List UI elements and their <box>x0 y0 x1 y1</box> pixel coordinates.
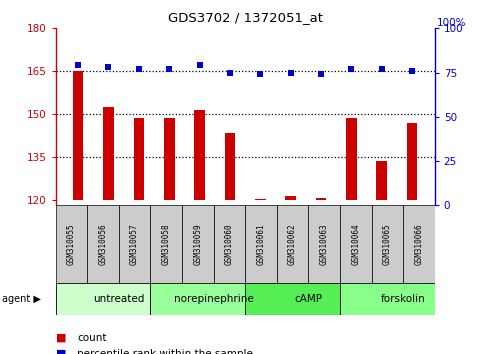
Text: norepinephrine: norepinephrine <box>174 294 254 304</box>
Bar <box>340 205 371 283</box>
Text: ■: ■ <box>56 349 66 354</box>
Bar <box>150 205 182 283</box>
Text: GSM310066: GSM310066 <box>414 223 424 265</box>
Point <box>378 66 385 72</box>
Text: agent ▶: agent ▶ <box>2 294 41 304</box>
Point <box>256 72 264 77</box>
Text: GSM310062: GSM310062 <box>288 223 297 265</box>
Bar <box>194 110 205 200</box>
Text: count: count <box>77 333 107 343</box>
Point <box>348 66 355 72</box>
Bar <box>277 205 308 283</box>
Bar <box>164 118 174 200</box>
Text: GSM310063: GSM310063 <box>320 223 328 265</box>
Bar <box>103 107 114 200</box>
Bar <box>150 283 245 315</box>
Text: GSM310060: GSM310060 <box>225 223 234 265</box>
Bar <box>403 205 435 283</box>
Title: GDS3702 / 1372051_at: GDS3702 / 1372051_at <box>168 11 323 24</box>
Point <box>105 64 113 70</box>
Text: forskolin: forskolin <box>381 294 426 304</box>
Bar <box>316 199 327 200</box>
Text: cAMP: cAMP <box>294 294 322 304</box>
Bar <box>340 283 435 315</box>
Text: GSM310065: GSM310065 <box>383 223 392 265</box>
Text: GSM310055: GSM310055 <box>67 223 76 265</box>
Text: GSM310056: GSM310056 <box>99 223 107 265</box>
Point <box>408 68 416 74</box>
Bar <box>245 283 340 315</box>
Text: untreated: untreated <box>93 294 144 304</box>
Text: GSM310057: GSM310057 <box>130 223 139 265</box>
Bar <box>376 161 387 200</box>
Bar <box>255 199 266 200</box>
Bar <box>182 205 213 283</box>
Text: 100%: 100% <box>437 18 467 28</box>
Text: GSM310059: GSM310059 <box>193 223 202 265</box>
Bar <box>56 205 87 283</box>
Point <box>196 63 203 68</box>
Bar <box>346 118 357 200</box>
Bar <box>119 205 150 283</box>
Bar <box>56 283 150 315</box>
Point <box>135 66 142 72</box>
Bar <box>213 205 245 283</box>
Bar <box>133 118 144 200</box>
Point <box>74 63 82 68</box>
Text: GSM310061: GSM310061 <box>256 223 266 265</box>
Bar <box>371 205 403 283</box>
Text: percentile rank within the sample: percentile rank within the sample <box>77 349 253 354</box>
Text: ■: ■ <box>56 333 66 343</box>
Bar <box>87 205 119 283</box>
Text: GSM310064: GSM310064 <box>351 223 360 265</box>
Text: GSM310058: GSM310058 <box>162 223 170 265</box>
Bar <box>285 196 296 200</box>
Point <box>226 70 234 75</box>
Point <box>165 66 173 72</box>
Bar <box>245 205 277 283</box>
Bar <box>225 132 235 200</box>
Bar <box>407 122 417 200</box>
Bar <box>73 71 84 200</box>
Bar <box>308 205 340 283</box>
Point <box>287 70 295 75</box>
Point <box>317 72 325 77</box>
